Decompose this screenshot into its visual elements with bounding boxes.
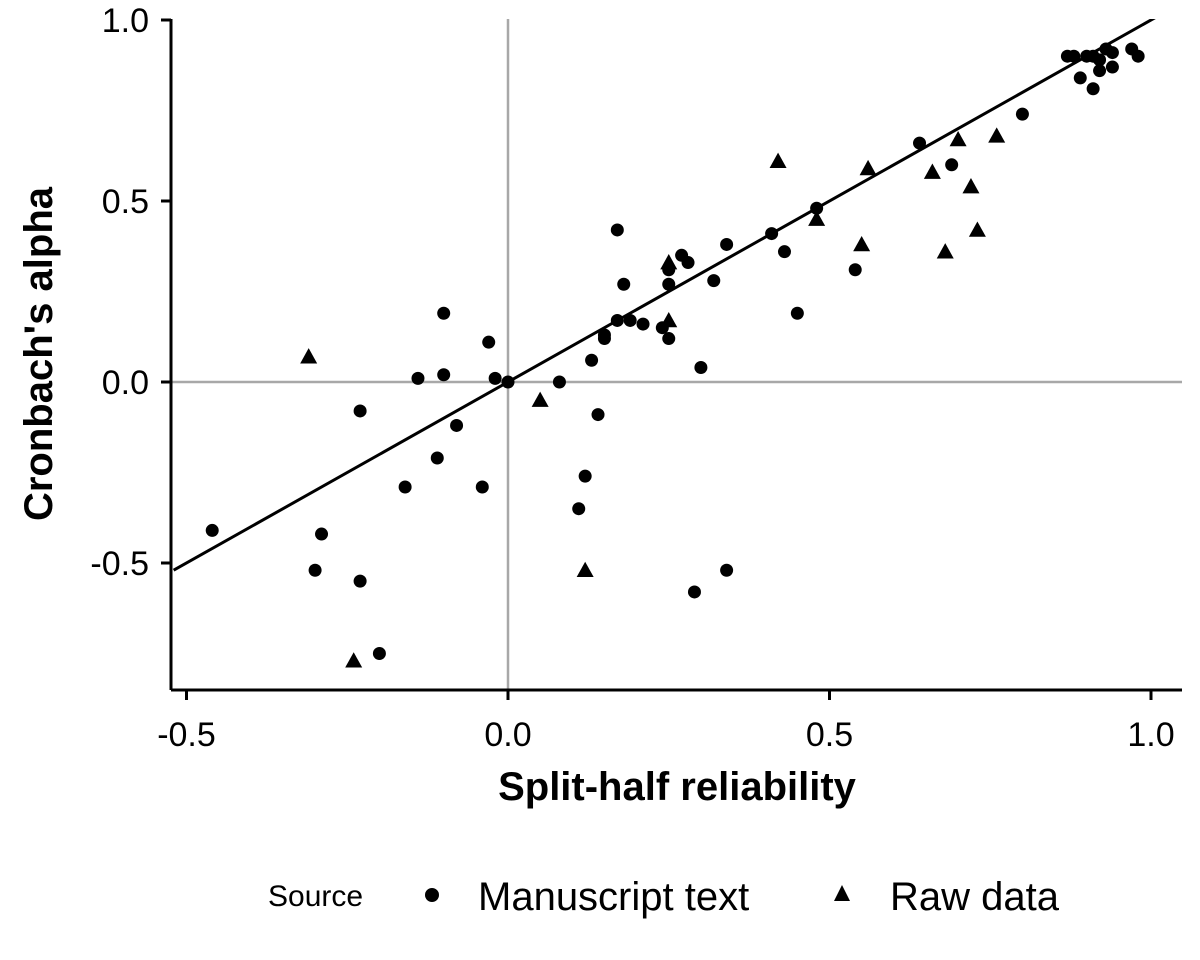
data-point-manuscript-text: [1093, 53, 1107, 67]
x-axis-title: Split-half reliability: [498, 765, 857, 809]
x-axis-ticks: -0.5 0.0 0.5 1.0: [157, 690, 1175, 754]
data-point-manuscript-text: [610, 223, 624, 237]
data-point-manuscript-text: [765, 227, 779, 241]
data-point-manuscript-text: [662, 277, 676, 291]
data-point-manuscript-text: [597, 328, 611, 342]
data-point-manuscript-text: [437, 306, 451, 320]
plot-area: [171, 19, 1182, 690]
data-point-manuscript-text: [913, 136, 927, 150]
data-point-manuscript-text: [687, 585, 701, 599]
data-point-raw-data: [769, 152, 787, 168]
data-point-raw-data: [300, 348, 318, 364]
data-point-manuscript-text: [694, 361, 708, 375]
data-point-raw-data: [962, 178, 980, 194]
legend-label-manuscript-text: Manuscript text: [478, 875, 749, 919]
data-point-manuscript-text: [617, 277, 631, 291]
data-point-manuscript-text: [945, 158, 959, 172]
data-point-manuscript-text: [353, 574, 367, 588]
y-axis-ticks: -0.5 0.0 0.5 1.0: [90, 2, 171, 583]
data-point-manuscript-text: [1073, 71, 1087, 85]
y-tick-label: 0.0: [102, 364, 149, 402]
data-point-manuscript-text: [1086, 82, 1100, 96]
data-point-raw-data: [808, 210, 826, 226]
x-tick-label: 0.5: [806, 716, 853, 754]
data-point-manuscript-text: [790, 306, 804, 320]
data-point-manuscript-text: [720, 237, 734, 251]
data-point-manuscript-text: [720, 563, 734, 577]
data-point-manuscript-text: [662, 332, 676, 346]
y-tick-label: 1.0: [102, 2, 149, 40]
data-point-raw-data: [859, 159, 877, 176]
data-point-raw-data: [345, 652, 363, 668]
data-point-manuscript-text: [315, 527, 329, 541]
legend-circle-marker: [425, 888, 439, 902]
data-point-raw-data: [531, 391, 549, 407]
data-point-manuscript-text: [398, 480, 412, 494]
data-point-manuscript-text: [810, 201, 824, 215]
y-tick-label: 0.5: [102, 183, 149, 221]
data-point-manuscript-text: [450, 418, 464, 432]
data-point-manuscript-text: [552, 375, 566, 389]
data-point-raw-data: [576, 561, 594, 578]
data-point-manuscript-text: [848, 263, 862, 277]
axes: [169, 19, 1182, 692]
data-point-manuscript-text: [681, 256, 695, 270]
data-point-manuscript-text: [488, 371, 502, 385]
data-point-manuscript-text: [578, 469, 592, 483]
data-point-manuscript-text: [623, 313, 637, 327]
legend-label-raw-data: Raw data: [890, 875, 1060, 919]
legend: Source Manuscript text Raw data: [268, 875, 1060, 919]
data-point-raw-data: [968, 221, 986, 237]
data-point-manuscript-text: [610, 313, 624, 327]
data-point-manuscript-text: [777, 245, 791, 259]
data-point-manuscript-text: [585, 353, 599, 367]
data-point-manuscript-text: [411, 371, 425, 385]
data-point-manuscript-text: [430, 451, 444, 465]
data-point-raw-data: [923, 163, 941, 179]
data-point-manuscript-text: [1015, 107, 1029, 121]
data-point-manuscript-text: [205, 523, 219, 537]
data-point-manuscript-text: [501, 375, 515, 389]
data-point-raw-data: [660, 254, 678, 270]
x-tick-label: 0.0: [484, 716, 531, 754]
data-point-manuscript-text: [308, 563, 322, 577]
y-axis-title: Cronbach's alpha: [17, 186, 61, 521]
data-point-raw-data: [936, 243, 954, 259]
data-point-manuscript-text: [591, 408, 605, 422]
y-tick-label: -0.5: [90, 545, 149, 583]
x-tick-label: -0.5: [157, 716, 216, 754]
data-point-raw-data: [853, 235, 871, 252]
data-point-manuscript-text: [482, 335, 496, 349]
data-point-manuscript-text: [372, 647, 386, 660]
data-point-manuscript-text: [636, 317, 650, 331]
legend-title: Source: [268, 880, 363, 913]
data-point-manuscript-text: [437, 368, 451, 382]
data-point-manuscript-text: [707, 274, 721, 288]
data-point-manuscript-text: [1105, 60, 1119, 74]
data-point-manuscript-text: [1105, 46, 1119, 60]
fit-line: [172, 19, 1156, 572]
data-point-manuscript-text: [1131, 49, 1145, 63]
data-point-manuscript-text: [572, 502, 586, 516]
data-point-raw-data: [949, 130, 967, 147]
data-point-raw-data: [988, 127, 1006, 143]
data-point-manuscript-text: [475, 480, 489, 494]
x-tick-label: 1.0: [1127, 716, 1174, 754]
legend-triangle-marker: [834, 885, 850, 901]
data-point-manuscript-text: [1067, 49, 1081, 63]
data-point-manuscript-text: [353, 404, 367, 418]
data-point-raw-data: [660, 311, 678, 328]
data-point-manuscript-text: [1093, 64, 1107, 78]
